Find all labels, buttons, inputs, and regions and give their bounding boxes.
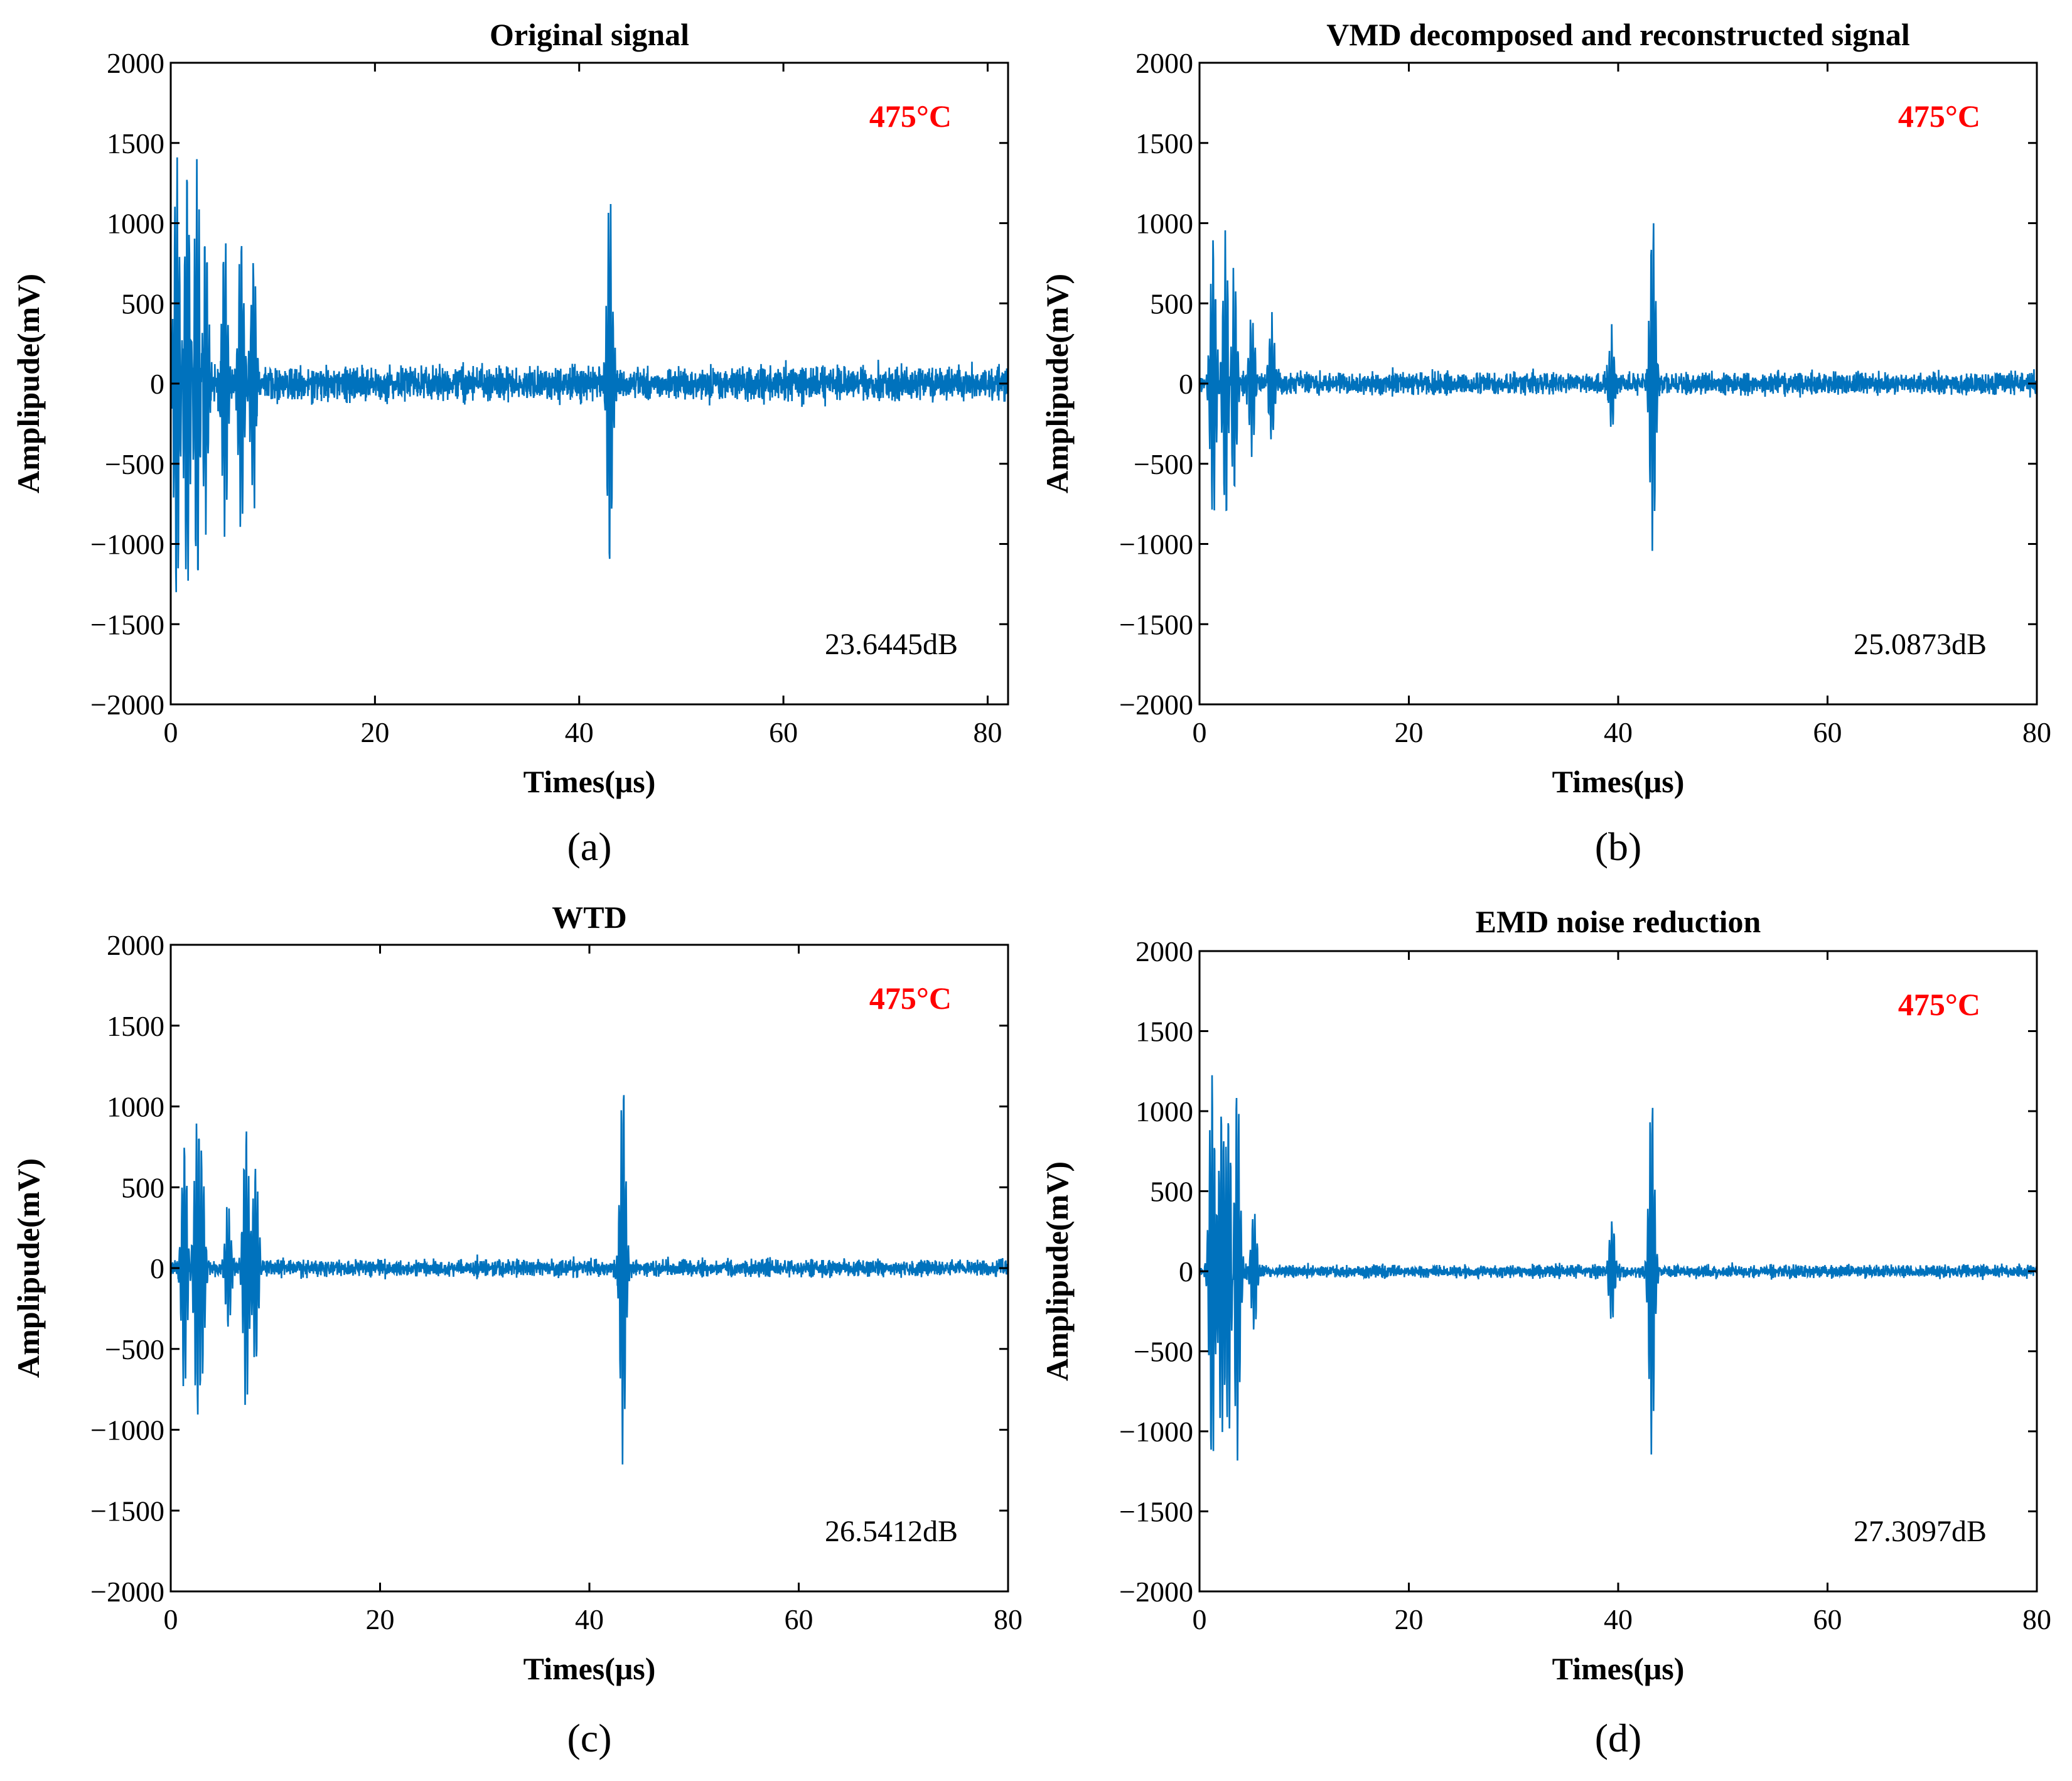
y-tick-label: 1000	[1135, 1095, 1193, 1127]
signal-line-a	[171, 157, 1008, 593]
snr-annotation: 23.6445dB	[825, 628, 958, 661]
snr-annotation: 25.0873dB	[1854, 628, 1987, 661]
y-tick-label: 2000	[107, 929, 164, 961]
y-tick-label: −1000	[1119, 529, 1193, 561]
signal-line-b	[1200, 223, 2037, 551]
y-tick-label: −1500	[1119, 608, 1193, 640]
y-tick-label: 1500	[107, 127, 164, 159]
y-tick-label: −500	[105, 1333, 164, 1365]
x-tick-label: 80	[994, 1603, 1023, 1635]
chart-title: EMD noise reduction	[1476, 904, 1761, 939]
y-tick-label: 500	[121, 1171, 164, 1203]
y-tick-label: −2000	[1119, 689, 1193, 721]
y-tick-label: 1500	[1135, 1016, 1193, 1048]
y-tick-label: −1000	[1119, 1416, 1193, 1448]
x-tick-label: 60	[1813, 716, 1842, 748]
x-tick-label: 20	[1395, 716, 1424, 748]
y-tick-label: 0	[150, 368, 164, 400]
y-tick-label: 2000	[1135, 47, 1193, 79]
y-tick-label: −1500	[1119, 1496, 1193, 1528]
x-tick-label: 0	[164, 716, 178, 748]
x-tick-label: 40	[565, 716, 594, 748]
snr-annotation: 27.3097dB	[1854, 1515, 1987, 1548]
temperature-annotation: 475°C	[1898, 99, 1980, 134]
y-tick-label: 0	[150, 1252, 164, 1284]
y-axis-label: Amplipude(mV)	[11, 1158, 46, 1378]
y-tick-label: −1000	[90, 1414, 164, 1446]
y-tick-label: −500	[105, 448, 164, 480]
x-tick-label: 40	[1604, 1603, 1633, 1635]
x-tick-label: 0	[1193, 716, 1207, 748]
x-axis-label: Times(μs)	[1552, 1651, 1685, 1686]
x-tick-label: 80	[2022, 716, 2051, 748]
temperature-annotation: 475°C	[869, 99, 952, 134]
x-tick-label: 60	[785, 1603, 813, 1635]
chart-title: VMD decomposed and reconstructed signal	[1326, 17, 1910, 52]
snr-annotation: 26.5412dB	[825, 1515, 958, 1548]
x-tick-label: 40	[575, 1603, 604, 1635]
panel-label: (b)	[1595, 824, 1642, 869]
y-tick-label: 500	[1150, 288, 1193, 320]
panel-label: (a)	[567, 824, 611, 869]
y-tick-label: −2000	[1119, 1576, 1193, 1608]
y-tick-label: 500	[1150, 1176, 1193, 1208]
y-tick-label: −2000	[90, 689, 164, 721]
signal-line-d	[1200, 1075, 2037, 1461]
temperature-annotation: 475°C	[869, 981, 952, 1016]
chart-title: WTD	[552, 900, 626, 935]
temperature-annotation: 475°C	[1898, 987, 1980, 1022]
x-tick-label: 60	[1813, 1603, 1842, 1635]
y-tick-label: 500	[121, 288, 164, 320]
y-tick-label: −1500	[90, 1495, 164, 1527]
x-tick-label: 60	[769, 716, 798, 748]
y-tick-label: 1000	[107, 208, 164, 240]
panel-label: (c)	[567, 1716, 611, 1760]
y-tick-label: 1000	[107, 1091, 164, 1123]
y-axis-label: Amplipude(mV)	[1039, 274, 1075, 493]
y-tick-label: 1500	[107, 1010, 164, 1042]
y-tick-label: −2000	[90, 1576, 164, 1608]
x-tick-label: 20	[360, 716, 389, 748]
y-axis-label: Amplipude(mV)	[1039, 1161, 1075, 1381]
y-tick-label: 2000	[107, 47, 164, 79]
x-axis-label: Times(μs)	[523, 764, 656, 799]
x-tick-label: 20	[1395, 1603, 1424, 1635]
y-tick-label: 0	[1179, 1256, 1193, 1288]
x-tick-label: 80	[2022, 1603, 2051, 1635]
y-tick-label: −1500	[90, 608, 164, 640]
x-tick-label: 80	[973, 716, 1002, 748]
x-tick-label: 40	[1604, 716, 1633, 748]
y-tick-label: −500	[1134, 1336, 1193, 1368]
x-tick-label: 0	[1193, 1603, 1207, 1635]
y-tick-label: −1000	[90, 529, 164, 561]
x-tick-label: 20	[366, 1603, 395, 1635]
panel-label: (d)	[1595, 1716, 1642, 1760]
x-axis-label: Times(μs)	[1552, 764, 1685, 799]
signal-line-c	[171, 1095, 1008, 1465]
y-axis-label: Amplipude(mV)	[11, 274, 46, 493]
y-tick-label: 2000	[1135, 935, 1193, 967]
y-tick-label: 0	[1179, 368, 1193, 400]
x-axis-label: Times(μs)	[523, 1651, 656, 1686]
x-tick-label: 0	[164, 1603, 178, 1635]
y-tick-label: 1000	[1135, 208, 1193, 240]
y-tick-label: 1500	[1135, 127, 1193, 159]
y-tick-label: −500	[1134, 448, 1193, 480]
chart-title: Original signal	[490, 17, 689, 52]
